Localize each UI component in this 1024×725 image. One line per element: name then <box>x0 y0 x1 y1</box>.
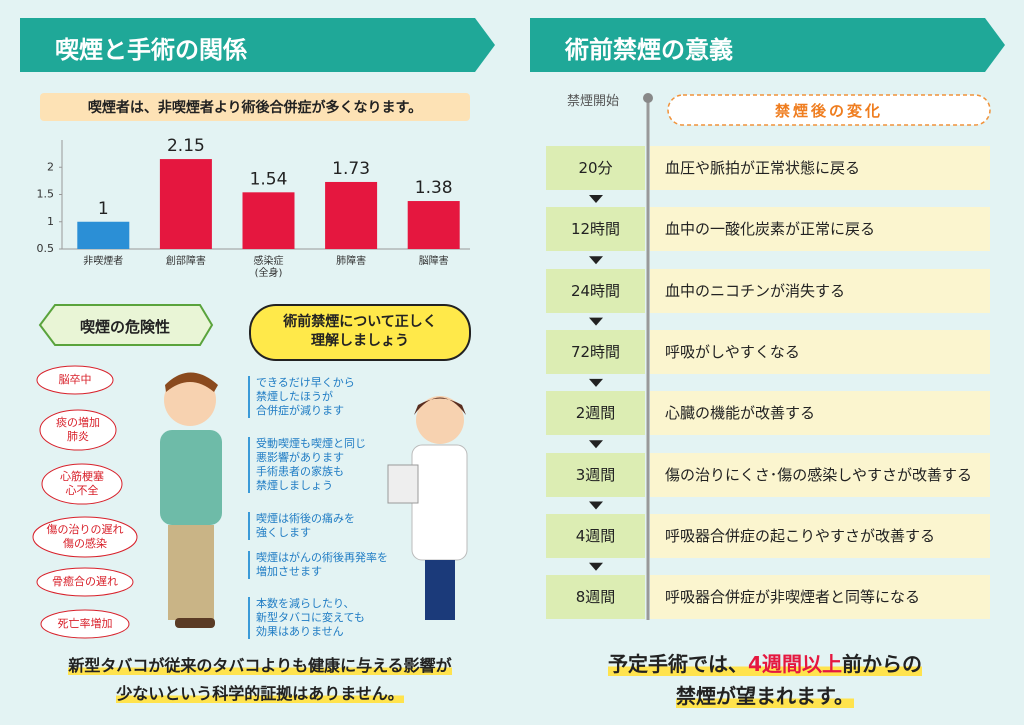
footer-highlight: 4週間以上 <box>748 652 842 676</box>
time-box: 12時間 <box>546 207 645 252</box>
clouds <box>32 365 138 639</box>
tip: できるだけ早くから 禁煙したほうが 合併症が減ります <box>248 376 355 418</box>
risk-item: 痰の増加 肺炎 <box>56 416 100 443</box>
value-label: 1 <box>98 199 109 219</box>
y-tick-label: 1 <box>47 215 54 228</box>
bar <box>159 159 212 249</box>
value-label: 1.38 <box>415 178 453 198</box>
value-label: 1.54 <box>250 169 288 189</box>
effect-box: 傷の治りにくさ･傷の感染しやすさが改善する <box>650 452 990 497</box>
arrow <box>589 317 603 326</box>
time-box: 72時間 <box>546 329 645 374</box>
bar <box>242 192 295 249</box>
footer-text: 新型タバコが従来のタバコよりも健康に与える影響が 少ないという科学的証拠はありま… <box>68 656 452 703</box>
time-box: 20分 <box>546 146 645 190</box>
x-tick-label: 肺障害 <box>336 256 367 267</box>
time-box: 24時間 <box>546 268 645 313</box>
risk-item: 心筋梗塞 心不全 <box>60 470 104 497</box>
effect-box: 呼吸器合併症が非喫煙者と同等になる <box>650 575 990 620</box>
effect-box: 呼吸器合併症の起こりやすさが改善する <box>650 513 990 558</box>
arrow <box>589 195 603 203</box>
footer-line: 禁煙が望まれます。 <box>676 684 854 708</box>
x-tick-label: 非喫煙者 <box>83 256 124 267</box>
arrow <box>589 440 603 449</box>
arrow <box>589 501 603 510</box>
risk-box <box>38 304 214 346</box>
timeline-start-dot <box>643 93 653 103</box>
header-band <box>530 18 1005 72</box>
time-box: 2週間 <box>546 391 645 436</box>
tip: 喫煙はがんの術後再発率を 増加させます <box>248 551 388 579</box>
value-label: 1.73 <box>332 159 370 179</box>
changes-title: 禁煙後の変化 <box>774 102 883 120</box>
header-band <box>20 18 495 72</box>
left-footer: 新型タバコが従来のタバコよりも健康に与える影響が 少ないという科学的証拠はありま… <box>30 652 490 708</box>
effect-box: 心臓の機能が改善する <box>650 391 990 436</box>
nurse-illustration <box>387 396 468 620</box>
risk-item: 死亡率増加 <box>57 617 113 630</box>
left-title: 喫煙と手術の関係 <box>55 36 247 64</box>
time-box: 3週間 <box>546 452 645 497</box>
x-tick-label: 創部障害 <box>165 256 206 267</box>
y-tick-label: 2 <box>47 160 54 173</box>
effect-box: 呼吸がしやすくなる <box>650 329 990 374</box>
tip: 受動喫煙も喫煙と同じ 悪影響があります 手術患者の家族も 禁煙しましょう <box>248 437 366 493</box>
bar <box>77 221 130 249</box>
bar <box>325 181 378 249</box>
x-tick-label: 感染症 (全身) <box>253 256 284 279</box>
right-title: 術前禁煙の意義 <box>565 36 733 64</box>
start-label: 禁煙開始 <box>567 94 620 109</box>
footer-part: 予定手術では、 <box>608 652 749 676</box>
effect-box: 血圧や脈拍が正常状態に戻る <box>650 146 990 190</box>
y-tick-label: 0.5 <box>37 242 55 255</box>
risk-item: 脳卒中 <box>58 373 92 386</box>
arrow <box>589 256 603 265</box>
effect-box: 血中の一酸化炭素が正常に戻る <box>650 207 990 252</box>
changes-box <box>667 94 991 126</box>
bar <box>407 201 460 249</box>
footer-part: 前からの <box>841 652 922 676</box>
tip: 本数を減らしたり、 新型タバコに変えても 効果はありません <box>248 597 365 639</box>
right-footer: 予定手術では、4週間以上前からの禁煙が望まれます。 <box>530 648 1000 712</box>
bubble-text: 術前禁煙について正しく 理解しましょう <box>283 314 437 349</box>
risk-title: 喫煙の危険性 <box>79 318 170 336</box>
time-box: 8週間 <box>546 575 645 620</box>
time-box: 4週間 <box>546 513 645 558</box>
man-illustration <box>160 372 222 628</box>
subtitle-band <box>40 93 470 121</box>
y-tick-label: 1.5 <box>37 188 55 201</box>
subtitle: 喫煙者は、非喫煙者より術後合併症が多くなります。 <box>87 100 423 116</box>
speech-bubble <box>249 304 471 361</box>
tip: 喫煙は術後の痛みを 強くします <box>248 512 355 540</box>
arrow <box>589 562 603 571</box>
arrow <box>589 378 603 387</box>
risk-item: 傷の治りの遅れ 傷の感染 <box>46 523 124 550</box>
x-tick-label: 脳障害 <box>418 256 449 267</box>
effect-box: 血中のニコチンが消失する <box>650 268 990 313</box>
risk-item: 骨癒合の遅れ <box>52 575 118 588</box>
value-label: 2.15 <box>167 136 205 156</box>
